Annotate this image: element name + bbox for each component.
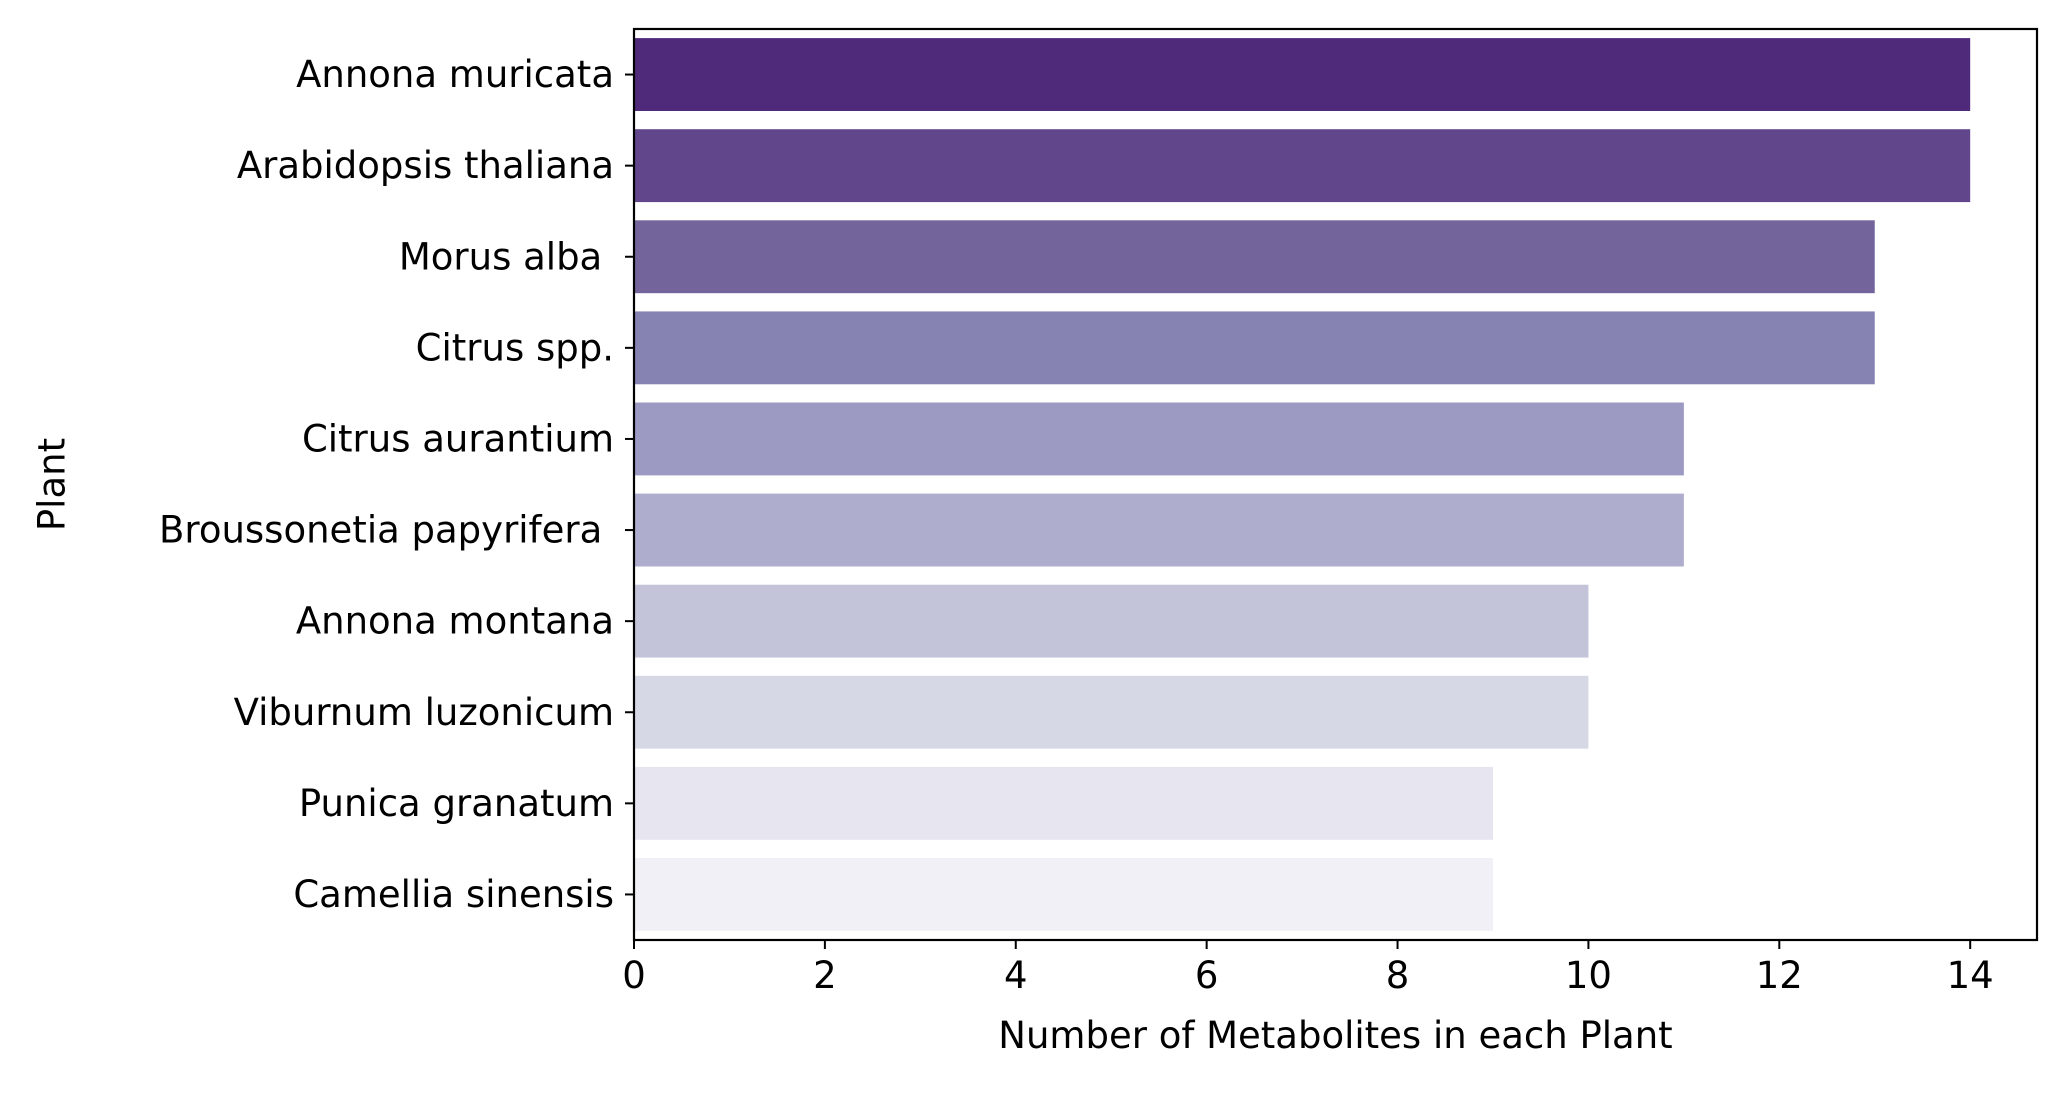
x-tick-label: 8 <box>1386 954 1410 997</box>
y-tick-label: Annona muricata <box>296 53 614 96</box>
y-tick-label: Arabidopsis thaliana <box>237 144 614 187</box>
y-tick-label: Broussonetia papyrifera <box>159 509 614 552</box>
x-tick-label: 10 <box>1565 954 1612 997</box>
plot-frame <box>632 27 2039 942</box>
y-tick-label: Punica granatum <box>299 782 614 825</box>
bar <box>634 220 1875 294</box>
y-axis-label: Plant <box>31 438 74 531</box>
y-tick-label: Citrus aurantium <box>302 417 614 460</box>
y-tick-label: Morus alba <box>399 235 614 278</box>
bar <box>634 584 1589 658</box>
bar <box>634 129 1971 203</box>
x-axis-label: Number of Metabolites in each Plant <box>998 1014 1672 1057</box>
bar <box>634 311 1875 385</box>
x-tick-label: 12 <box>1756 954 1803 997</box>
y-tick-label: Citrus spp. <box>416 326 614 369</box>
bar <box>634 402 1684 476</box>
x-tick-label: 4 <box>1004 954 1028 997</box>
y-tick-label: Annona montana <box>296 600 614 643</box>
x-tick-label: 0 <box>622 954 646 997</box>
bar <box>634 858 1493 931</box>
x-tick-label: 14 <box>1947 954 1994 997</box>
bar <box>634 38 1971 111</box>
x-tick-label: 6 <box>1195 954 1219 997</box>
y-tick-label: Viburnum luzonicum <box>234 691 614 734</box>
bar <box>634 766 1493 840</box>
x-tick-label: 2 <box>813 954 837 997</box>
y-ticks-group: Annona muricata Arabidopsis thaliana Morus… <box>159 53 634 916</box>
y-tick-label: Camellia sinensis <box>293 873 614 916</box>
bar <box>634 493 1684 567</box>
x-ticks-group: 0 2 4 6 8 10 12 14 <box>622 940 1994 997</box>
bar <box>634 675 1589 749</box>
bars-group <box>634 38 1971 931</box>
